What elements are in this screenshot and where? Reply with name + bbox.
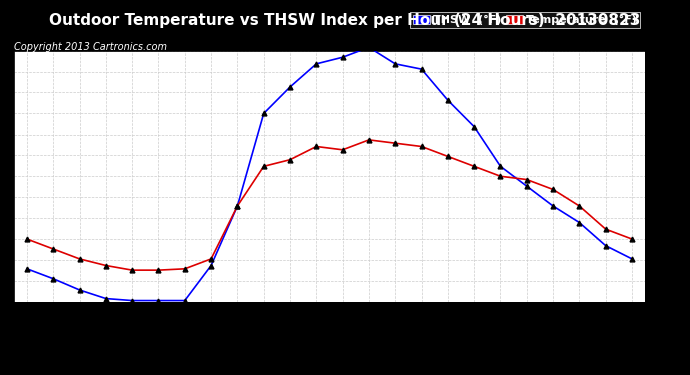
Text: Copyright 2013 Cartronics.com: Copyright 2013 Cartronics.com	[14, 42, 167, 52]
Legend: THSW  (°F), Temperature  (°F): THSW (°F), Temperature (°F)	[411, 12, 640, 28]
Text: Outdoor Temperature vs THSW Index per Hour (24 Hours)  20130823: Outdoor Temperature vs THSW Index per Ho…	[49, 13, 641, 28]
